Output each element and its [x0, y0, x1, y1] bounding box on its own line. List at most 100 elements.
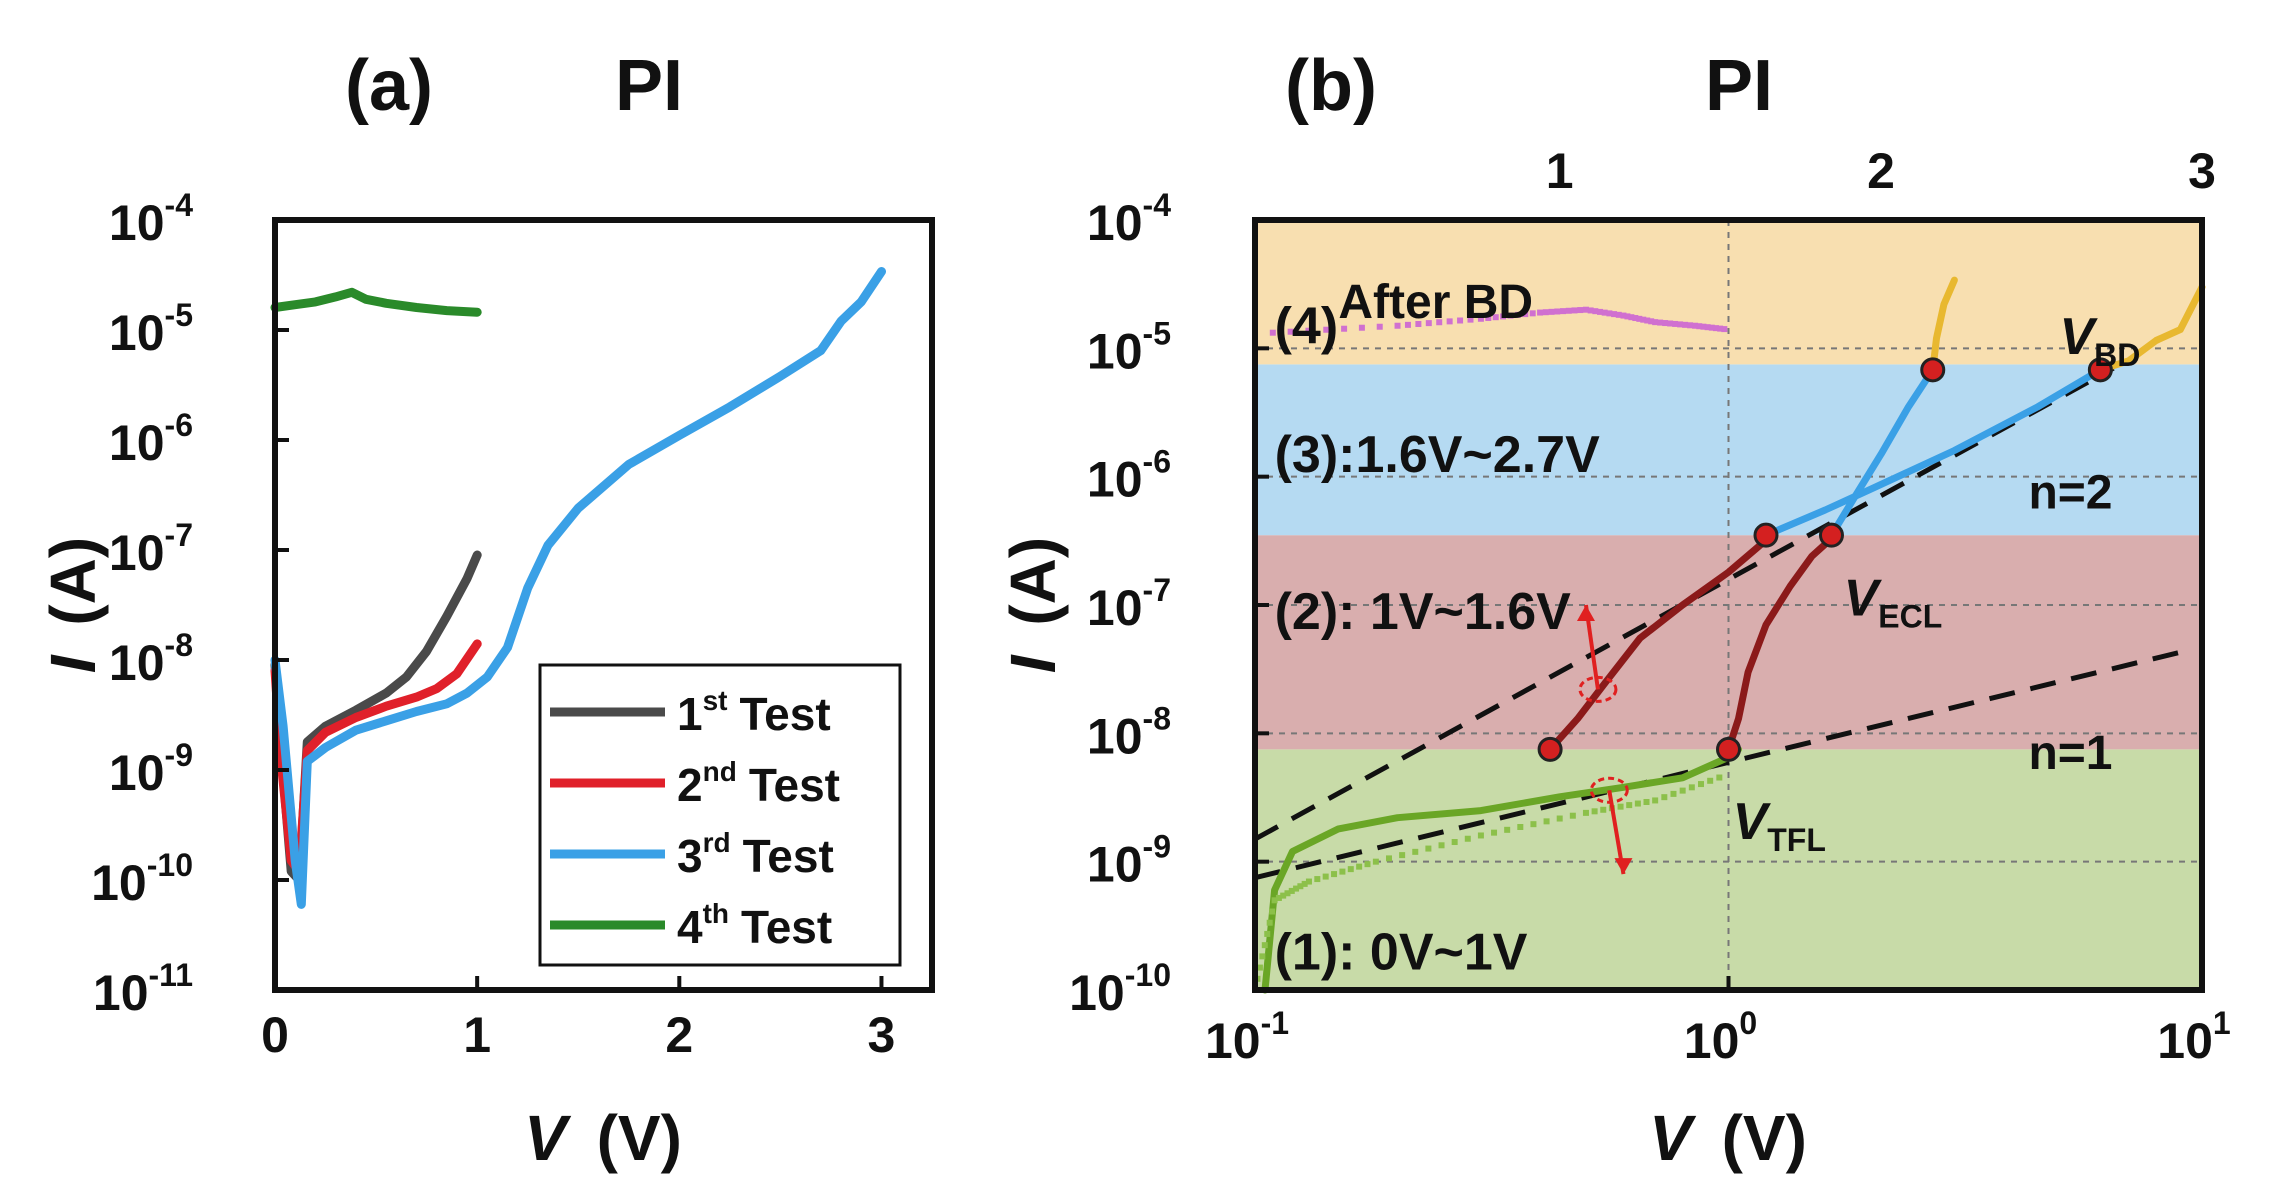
legend-text: 3rd Test — [677, 827, 834, 882]
data-dot — [1682, 321, 1689, 328]
series--4-breakdown-a — [1929, 276, 1958, 374]
data-dot — [1264, 930, 1271, 937]
x-tick-label: 1 — [463, 1007, 491, 1063]
arrow-down — [1589, 776, 1633, 875]
data-dot — [1600, 806, 1607, 813]
y-tick-label: 10-4 — [109, 187, 193, 251]
y-tick-exp: -7 — [1143, 572, 1171, 608]
data-dot — [1464, 835, 1471, 842]
legend-text: 4th Test — [677, 898, 832, 953]
panel-b-fit-lines — [1253, 366, 2193, 881]
data-dot — [1652, 797, 1659, 804]
data-dot — [1661, 794, 1668, 801]
data-dot — [1492, 314, 1499, 321]
data-dot — [1554, 308, 1561, 315]
panel-b-x-ticks: 10-1 100 101 — [1205, 976, 2231, 1069]
data-dot — [1275, 894, 1282, 901]
x-tick-label: 10-1 — [1205, 1005, 1289, 1069]
y-tick-base: 10 — [109, 635, 165, 691]
y-tick-label: 10-5 — [109, 297, 193, 361]
data-dot — [1530, 821, 1537, 828]
annotation-n-1: n=1 — [2028, 727, 2112, 780]
y-tick-base: 10 — [1087, 580, 1143, 636]
data-dot — [1591, 808, 1598, 815]
series-line-3rd-test — [270, 267, 886, 909]
y-tick-base: 10 — [1087, 195, 1143, 251]
data-dot — [1517, 823, 1524, 830]
data-dot — [1611, 311, 1618, 318]
annotation-v-bd: VBD — [2059, 308, 2140, 373]
y-tick-base: 10 — [1087, 452, 1143, 508]
transition-point-marker — [1537, 736, 1563, 762]
series--3-branch-a — [1762, 366, 2104, 539]
legend-word: Test — [749, 759, 840, 811]
data-dot — [1652, 319, 1659, 326]
annotation-sub: BD — [2094, 337, 2140, 373]
data-dot — [1305, 327, 1312, 334]
panel-b-xlabel-var: V — [1649, 1102, 1697, 1174]
y-tick-exp: -10 — [147, 847, 193, 883]
y-tick-label: 10-7 — [109, 517, 193, 581]
y-tick-base: 10 — [109, 745, 165, 801]
y-tick-base: 10 — [109, 415, 165, 471]
data-dot — [1341, 325, 1348, 332]
data-dot — [1301, 880, 1308, 887]
series-line-4th-test — [270, 287, 482, 317]
y-tick-base: 10 — [109, 305, 165, 361]
legend-sup: st — [703, 685, 728, 716]
data-dot — [1504, 826, 1511, 833]
y-tick-base: 10 — [1069, 965, 1125, 1021]
arrow-origin-ring — [1589, 776, 1629, 804]
data-dot — [1266, 919, 1273, 926]
y-tick-base: 10 — [1087, 837, 1143, 893]
arrow-head — [1576, 605, 1595, 621]
panel-a-chart: (a) PI 10-410-510-610-710-810-910-1010-1… — [37, 46, 935, 1174]
data-dot — [1672, 320, 1679, 327]
x-tick-label: 3 — [868, 1007, 896, 1063]
series--3-branch-b — [1828, 366, 1937, 539]
data-dot — [1634, 800, 1641, 807]
data-dot — [1259, 953, 1266, 960]
data-dot — [1425, 320, 1432, 327]
y-tick-exp: -4 — [165, 187, 194, 223]
y-tick-label: 10-11 — [93, 957, 193, 1021]
y-tick-exp: -8 — [1143, 700, 1171, 736]
panel-b-region-labels: (1): 0V~1V (2): 1V~1.6V (3):1.6V~2.7V (4) — [1275, 298, 1600, 982]
y-tick-exp: -5 — [165, 297, 193, 333]
panel-b-series-group — [1252, 276, 2206, 994]
data-dot — [1582, 809, 1589, 816]
annotation-main: n=1 — [2028, 727, 2112, 780]
x-tick-label: 0 — [261, 1007, 289, 1063]
legend-word: Test — [740, 688, 831, 740]
data-dot — [1571, 307, 1578, 314]
y-tick-exp: -7 — [165, 517, 193, 553]
data-dot — [1606, 310, 1613, 317]
data-dot — [1297, 883, 1304, 890]
data-dot — [1697, 781, 1704, 788]
transition-point-marker — [2087, 357, 2113, 383]
series--2-tfl-rise — [1725, 535, 1835, 753]
panel-a-plot-frame — [272, 217, 935, 993]
data-dot — [1364, 861, 1371, 868]
panel-a-title: PI — [615, 46, 683, 126]
data-dot — [1626, 802, 1633, 809]
y-tick-label: 10-9 — [1087, 829, 1171, 893]
annotation-main: V — [2059, 308, 2098, 366]
data-dot — [1624, 313, 1631, 320]
data-dot — [1386, 855, 1393, 862]
top-x-tick-label: 3 — [2188, 143, 2216, 199]
series-after-bd — [1252, 306, 1728, 337]
data-dot — [1425, 845, 1432, 852]
data-dot — [1592, 308, 1599, 315]
panel-a-label: (a) — [345, 46, 433, 126]
y-tick-label: 10-9 — [109, 737, 193, 801]
data-dot — [1288, 887, 1295, 894]
data-dot — [1261, 942, 1268, 949]
data-dot — [1648, 318, 1655, 325]
data-dot — [1467, 316, 1474, 323]
y-tick-base: 10 — [93, 965, 149, 1021]
panel-a-x-ticks: 0 1 2 3 — [261, 976, 895, 1063]
data-dot — [1670, 790, 1677, 797]
data-dot — [1565, 307, 1572, 314]
